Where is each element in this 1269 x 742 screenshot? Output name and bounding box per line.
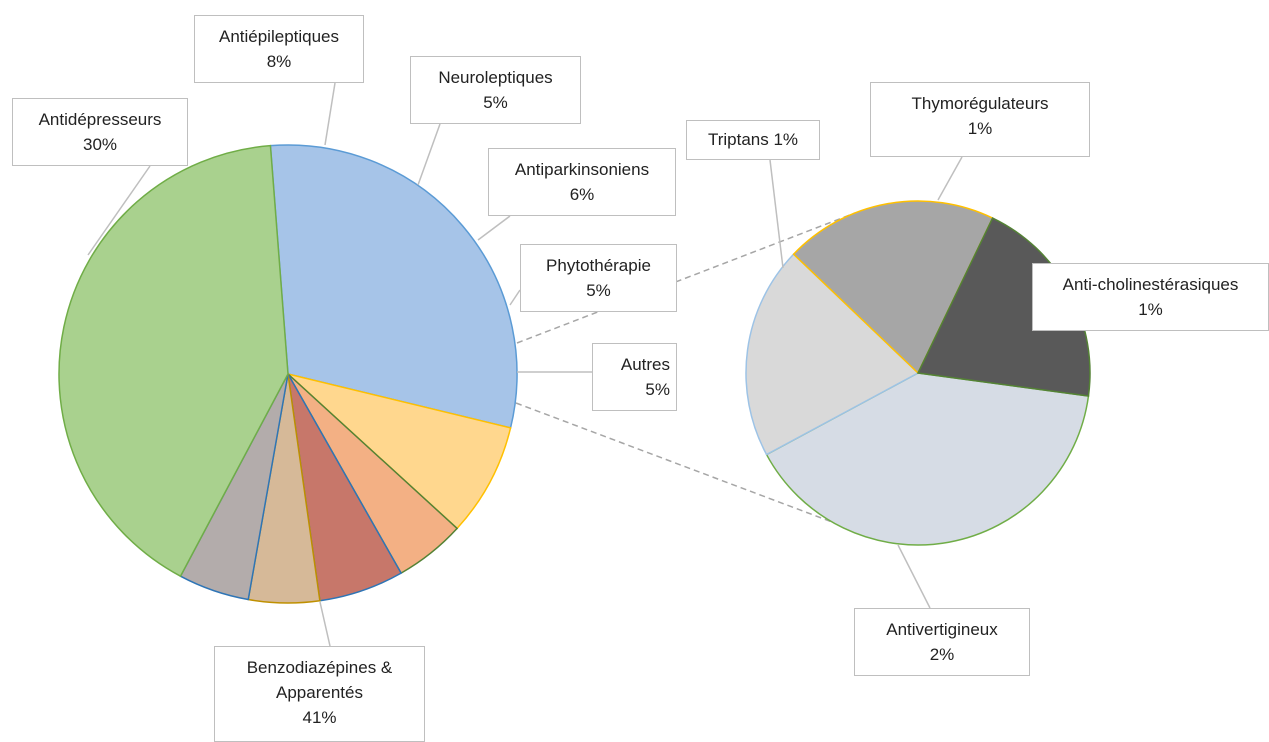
- pie-slice: [58, 144, 289, 578]
- leader-line: [477, 215, 511, 241]
- leader-line: [417, 123, 441, 186]
- label-value: 1%: [967, 119, 993, 138]
- label-name: Thymorégulateurs: [911, 94, 1049, 113]
- leader-line: [509, 289, 521, 306]
- data-label: Triptans 1%: [686, 120, 820, 160]
- label-value: 30%: [82, 135, 118, 154]
- data-label: Antivertigineux 2%: [854, 608, 1030, 676]
- data-label: Phytothérapie 5%: [520, 244, 677, 312]
- connector-line: [515, 402, 841, 526]
- label-name: Autres: [620, 355, 670, 374]
- label-value: 8%: [266, 52, 292, 71]
- label-name: Antiépileptiques: [218, 27, 340, 46]
- pie-slice: [745, 253, 920, 456]
- label-name: Triptans: [707, 130, 769, 149]
- label-value: 41%: [302, 708, 337, 727]
- data-label: Autres 5%: [592, 343, 677, 411]
- data-label: Anti-cholinestérasiques 1%: [1032, 263, 1269, 331]
- label-name: Anti-cholinestérasiques: [1062, 275, 1239, 294]
- label-name: Antidépresseurs: [38, 110, 162, 129]
- leader-line: [87, 165, 151, 256]
- leader-line: [897, 544, 931, 609]
- data-label: Neuroleptiques 5%: [410, 56, 581, 124]
- label-value: 5%: [645, 380, 670, 399]
- data-label: Antidépresseurs 30%: [12, 98, 188, 166]
- data-label: Antiparkinsoniens 6%: [488, 148, 676, 216]
- pie-slice: [287, 373, 512, 530]
- leader-line: [937, 156, 963, 201]
- label-value: 1%: [773, 130, 799, 149]
- label-value: 5%: [586, 281, 611, 300]
- label-name: Antivertigineux: [886, 620, 998, 639]
- label-value: 5%: [483, 93, 508, 112]
- leader-line: [769, 159, 784, 269]
- connector-line: [516, 212, 856, 344]
- pie-slice: [792, 200, 994, 375]
- label-value: 1%: [1138, 300, 1163, 319]
- data-label: Thymorégulateurs 1%: [870, 82, 1090, 157]
- data-label: Antiépileptiques 8%: [194, 15, 364, 83]
- pie-slice: [269, 144, 518, 429]
- label-name: Phytothérapie: [546, 256, 651, 275]
- label-name: Neuroleptiques: [438, 68, 553, 87]
- data-label: Benzodiazépines & Apparentés 41%: [214, 646, 425, 742]
- label-name: Antiparkinsoniens: [514, 160, 650, 179]
- pie-slice: [765, 372, 1090, 546]
- leader-line: [319, 601, 331, 647]
- label-value: 2%: [929, 645, 955, 664]
- label-name: Benzodiazépines & Apparentés: [246, 658, 393, 702]
- label-value: 6%: [569, 185, 595, 204]
- leader-line: [324, 82, 336, 146]
